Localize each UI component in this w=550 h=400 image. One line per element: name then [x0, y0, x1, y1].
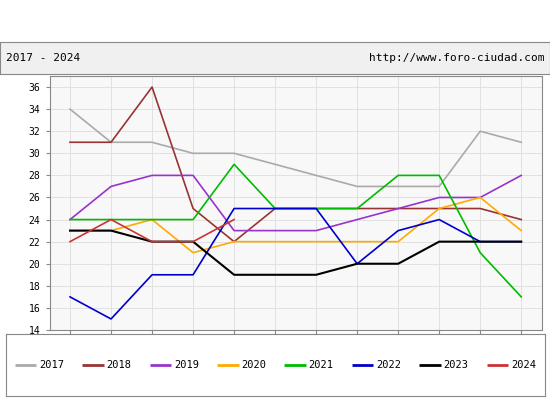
Text: 2020: 2020	[241, 360, 266, 370]
Text: Evolucion del paro registrado en Aldeanueva de San Bartolomé: Evolucion del paro registrado en Aldeanu…	[35, 14, 515, 28]
Text: 2021: 2021	[309, 360, 334, 370]
Text: 2018: 2018	[107, 360, 131, 370]
Text: 2023: 2023	[443, 360, 469, 370]
Text: 2022: 2022	[376, 360, 401, 370]
Text: http://www.foro-ciudad.com: http://www.foro-ciudad.com	[369, 53, 544, 63]
Text: 2024: 2024	[511, 360, 536, 370]
Text: 2017 - 2024: 2017 - 2024	[6, 53, 80, 63]
Text: 2017: 2017	[39, 360, 64, 370]
Text: 2019: 2019	[174, 360, 199, 370]
